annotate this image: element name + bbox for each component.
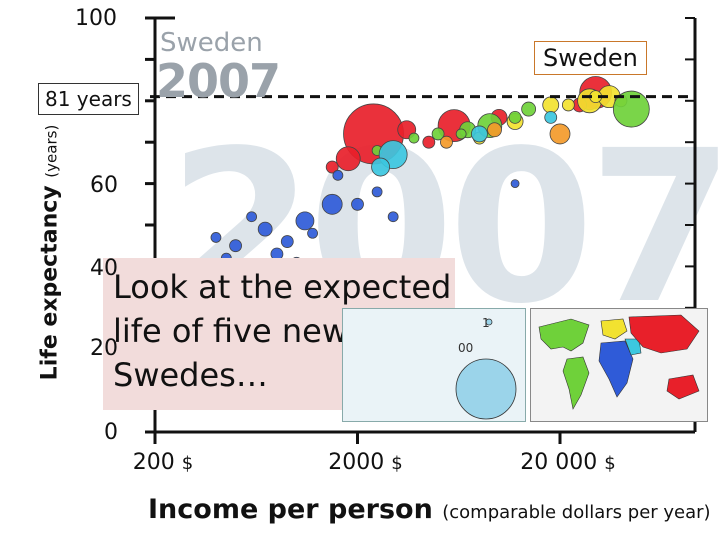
x-tick-value: 2000 [328,450,392,475]
country-bubble [295,211,315,231]
y-tick-label: 100 [75,6,117,31]
country-bubble [229,239,242,253]
world-region-map [530,308,708,422]
country-bubble [422,135,436,149]
x-axis-title-unit: (comparable dollars per year) [442,502,711,523]
x-tick-unit: $ [181,453,194,474]
y-axis-title-unit: (years) [42,124,61,178]
country-bubble [325,160,339,174]
country-bubble [431,127,445,141]
y-axis-title: Life expectancy (years) [38,93,63,413]
x-tick-value: 200 [132,450,182,475]
country-bubble [257,221,273,237]
country-bubble [210,232,222,243]
country-bubble [455,128,467,140]
country-name-label: Sweden [160,28,263,58]
y-tick-label: 20 [90,336,118,361]
y-axis-title-text: Life expectancy [37,185,63,381]
country-bubble [332,169,344,181]
x-axis-title: Income per person (comparable dollars pe… [148,494,711,525]
x-tick-unit: $ [391,453,403,474]
country-bubble [440,135,453,149]
legend-bubble-large [455,358,517,420]
y-tick-label: 60 [90,173,118,198]
x-tick-label: 2000 $ [328,450,402,475]
country-bubble [521,101,537,117]
x-tick-unit: $ [604,453,616,474]
legend-scale-label-large: 00 [458,341,474,355]
x-tick-label: 200 $ [133,450,193,475]
country-bubble [561,98,575,112]
reference-value-label: 81 years [38,83,139,115]
country-bubble [335,146,361,172]
country-bubble [612,90,650,128]
bubble-layer [210,76,650,268]
y-tick-label: 0 [104,420,118,445]
country-bubble [544,110,558,124]
world-map-icon [538,314,700,410]
country-bubble [471,125,488,143]
country-bubble [351,197,364,211]
country-bubble [549,123,571,145]
x-tick-value: 20 000 [520,450,605,475]
country-bubble [542,96,560,114]
size-legend-bubbles [455,318,517,420]
country-bubble [371,186,383,198]
country-bubble [487,122,502,138]
country-bubble [246,211,258,223]
legend-scale-label-small: 1 [482,316,490,330]
country-bubble [307,227,318,239]
country-bubble [371,157,390,177]
size-legend [342,308,526,422]
country-bubble [387,211,399,223]
x-tick-label: 20 000 $ [520,450,615,475]
country-bubble [321,193,343,215]
country-bubble [408,132,420,144]
country-bubble [508,110,522,124]
year-label: 2007 [156,54,281,108]
legend-bubble-small [485,318,493,326]
country-bubble [510,179,520,189]
country-bubble [280,235,294,248]
x-axis-title-text: Income per person [148,494,433,525]
highlighted-country-label: Sweden [534,41,647,75]
y-tick-label: 40 [90,256,118,281]
